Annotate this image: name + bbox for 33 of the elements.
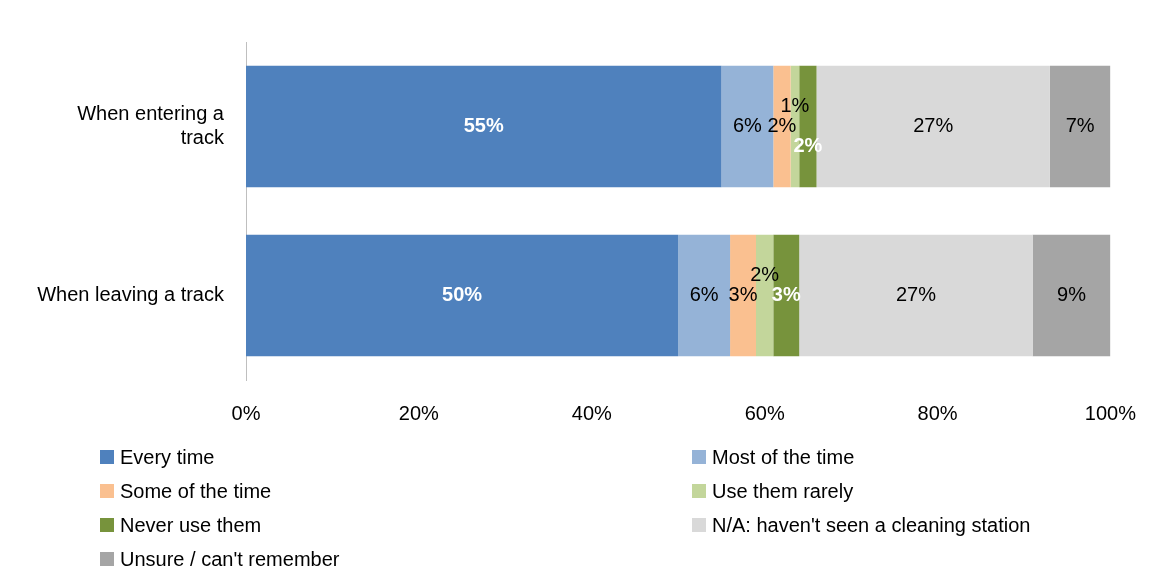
data-label: 50% [442,283,483,306]
data-label: 1% [780,94,810,117]
bar [246,234,679,357]
legend-label: Use them rarely [712,479,854,503]
data-label: 7% [1065,114,1095,137]
data-label: 6% [689,283,719,306]
x-tick-label: 0% [231,401,261,424]
y-tick-label: When entering a track [77,102,225,149]
legend-label: Unsure / can't remember [120,547,340,567]
data-label: 2% [750,263,780,286]
legend-label: Every time [120,445,215,469]
bar [799,234,1033,357]
legend-label: Most of the time [712,445,855,469]
x-tick-label: 80% [917,401,958,424]
y-tick-label: When leaving a track [37,283,225,306]
legend-label: Some of the time [120,479,272,503]
data-label: 55% [463,114,504,137]
bar [678,234,731,357]
data-label: 27% [895,283,937,306]
data-label: 3% [728,283,758,306]
x-tick-label: 40% [571,401,612,424]
bar [1049,65,1111,188]
legend-label: N/A: haven't seen a cleaning station [712,513,1031,537]
legend-label: Never use them [120,513,262,537]
x-tick-label: 60% [744,401,785,424]
data-label: 9% [1057,283,1087,306]
bar [246,65,722,188]
x-tick-label: 100% [1084,401,1137,424]
bar [1032,234,1111,357]
data-label: 6% [732,114,763,137]
data-label: 27% [913,114,954,137]
x-tick-label: 20% [398,401,440,424]
data-label: 2% [767,114,797,137]
